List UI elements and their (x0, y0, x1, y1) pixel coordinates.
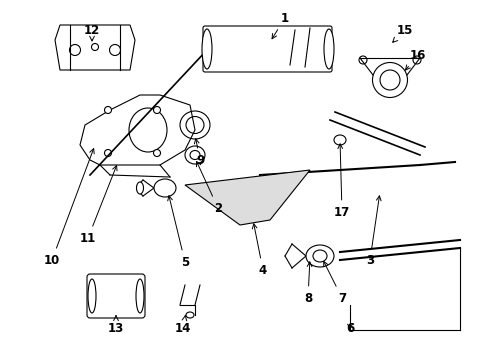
Text: 15: 15 (392, 23, 413, 42)
Ellipse shape (109, 45, 121, 55)
Ellipse shape (190, 150, 200, 159)
Ellipse shape (372, 63, 408, 98)
Ellipse shape (186, 312, 194, 318)
Text: 4: 4 (252, 224, 267, 276)
Ellipse shape (136, 279, 144, 313)
Ellipse shape (153, 107, 161, 113)
Ellipse shape (88, 279, 96, 313)
Text: 14: 14 (175, 316, 191, 334)
Text: 1: 1 (272, 12, 289, 39)
Ellipse shape (313, 250, 327, 262)
Ellipse shape (334, 135, 346, 145)
Ellipse shape (185, 146, 205, 164)
Text: 9: 9 (195, 139, 204, 166)
Text: 6: 6 (346, 321, 354, 334)
Ellipse shape (180, 111, 210, 139)
Ellipse shape (413, 56, 421, 64)
Ellipse shape (104, 149, 112, 157)
Ellipse shape (380, 70, 400, 90)
Ellipse shape (137, 182, 144, 194)
Ellipse shape (202, 29, 212, 69)
Ellipse shape (186, 117, 204, 134)
Ellipse shape (92, 44, 98, 50)
Text: 8: 8 (304, 262, 312, 305)
Ellipse shape (153, 149, 161, 157)
Polygon shape (185, 170, 310, 225)
Ellipse shape (70, 45, 80, 55)
Text: 13: 13 (108, 316, 124, 334)
Text: 11: 11 (80, 166, 117, 244)
FancyBboxPatch shape (203, 26, 332, 72)
Ellipse shape (104, 107, 112, 113)
Text: 7: 7 (324, 261, 346, 305)
Text: 17: 17 (334, 144, 350, 219)
Ellipse shape (129, 108, 167, 152)
FancyBboxPatch shape (87, 274, 145, 318)
Ellipse shape (306, 245, 334, 267)
Ellipse shape (359, 56, 367, 64)
Text: 10: 10 (44, 149, 94, 266)
Ellipse shape (154, 179, 176, 197)
Text: 3: 3 (366, 196, 381, 266)
Text: 5: 5 (168, 196, 189, 269)
Text: 2: 2 (196, 162, 222, 215)
Text: 16: 16 (405, 49, 426, 70)
Ellipse shape (324, 29, 334, 69)
Text: 12: 12 (84, 23, 100, 41)
